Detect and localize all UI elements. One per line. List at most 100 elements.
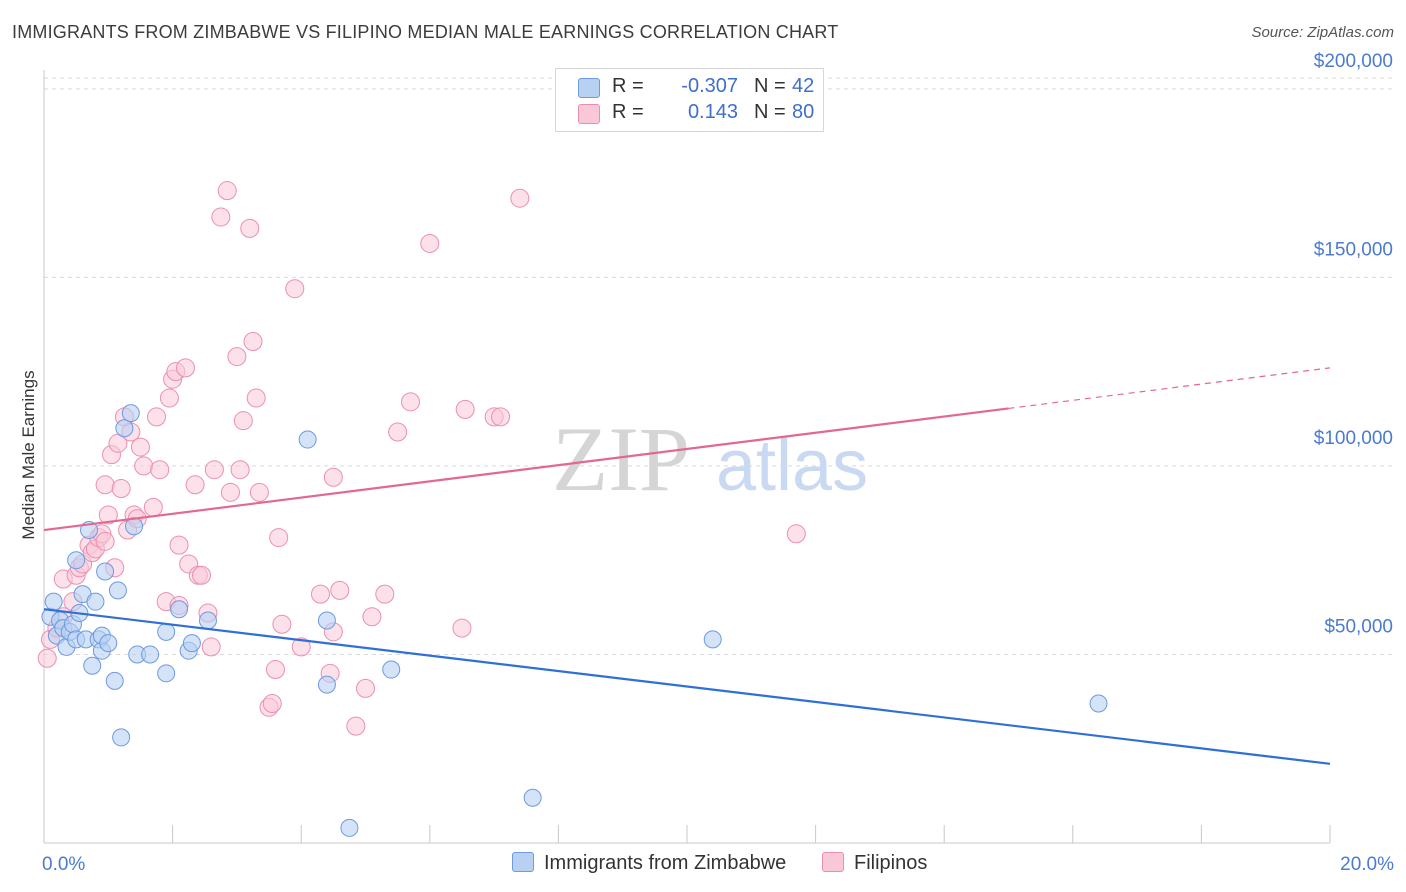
zimbabwe-points (41, 404, 1108, 837)
x-tick-min: 0.0% (42, 854, 85, 875)
filipinos-point (269, 528, 289, 548)
zimbabwe-point (105, 671, 124, 690)
filipinos-point (375, 584, 395, 604)
zimbabwe-point (157, 622, 176, 641)
gridlines (44, 77, 1394, 655)
filipinos-point (230, 460, 250, 480)
legend-swatch-zimbabwe (578, 78, 600, 98)
filipinos-point (420, 233, 440, 253)
legend-n-value: 42 (792, 75, 815, 97)
filipinos-point (134, 456, 154, 476)
zimbabwe-point (121, 404, 140, 423)
y-tick-label: $150,000 (1314, 239, 1393, 260)
filipinos-point (143, 497, 163, 517)
filipinos-point (285, 279, 305, 299)
legend-n-label: N = (754, 101, 786, 123)
filipinos-point (227, 347, 247, 367)
filipinos-point (220, 482, 240, 502)
bottom-legend-zimbabwe: Immigrants from Zimbabwe (512, 852, 786, 875)
zimbabwe-point (298, 430, 317, 449)
filipinos-point (243, 331, 263, 351)
filipinos-point (159, 388, 179, 408)
filipinos-point (217, 181, 237, 201)
zimbabwe-point (115, 419, 134, 438)
filipinos-point (452, 618, 472, 638)
zimbabwe-point (340, 818, 359, 837)
filipinos-point (346, 716, 366, 736)
filipinos-point (240, 218, 260, 238)
zimbabwe-point (67, 551, 86, 570)
x-tick-labels: 0.0% 20.0% (42, 854, 1394, 875)
zimbabwe-point (382, 660, 401, 679)
y-tick-labels: $50,000 $100,000 $150,000 $200,000 (1314, 51, 1393, 638)
filipinos-point (510, 188, 530, 208)
filipinos-point (291, 637, 311, 657)
zimbabwe-trend-line (43, 608, 1331, 765)
legend-r-value: -0.307 (681, 75, 738, 97)
zimbabwe-point (1089, 694, 1108, 713)
trend-lines (43, 367, 1331, 765)
filipinos-point (246, 388, 266, 408)
filipinos-point (388, 422, 408, 442)
filipinos-point (204, 460, 224, 480)
filipinos-point (95, 531, 115, 551)
y-tick-label: $200,000 (1314, 51, 1393, 72)
bottom-legend-filipinos: Filipinos (822, 852, 927, 875)
zimbabwe-point (157, 664, 176, 683)
filipinos-point (265, 660, 285, 680)
zimbabwe-point (141, 645, 160, 664)
filipinos-point (786, 524, 806, 544)
watermark-zip: ZIP (552, 408, 690, 510)
zimbabwe-point (317, 611, 336, 630)
y-tick-label: $50,000 (1324, 616, 1393, 637)
zimbabwe-point (86, 592, 105, 611)
filipinos-point (130, 437, 150, 457)
source-label: Source: ZipAtlas.com (1251, 24, 1394, 41)
legend-n-label: N = (754, 75, 786, 97)
filipinos-point (455, 399, 475, 419)
legend-swatch-filipinos (578, 104, 600, 124)
filipinos-point (356, 678, 375, 698)
zimbabwe-point (108, 581, 127, 600)
zimbabwe-point (170, 600, 189, 619)
zimbabwe-point (703, 630, 722, 649)
legend-r-value: 0.143 (687, 101, 738, 123)
watermark: ZIP atlas (552, 408, 868, 510)
zimbabwe-point (523, 788, 542, 807)
legend-r-label: R = (612, 101, 644, 123)
zimbabwe-point (44, 592, 63, 611)
filipinos-point (111, 479, 131, 499)
filipinos-point (362, 607, 382, 627)
zimbabwe-point (96, 562, 115, 581)
filipinos-point (310, 584, 330, 604)
filipinos-point (98, 505, 118, 525)
watermark-atlas: atlas (716, 426, 868, 506)
legend-n-value: 80 (792, 101, 815, 123)
bottom-legend-swatch-zimbabwe (512, 852, 534, 872)
legend-r-label: R = (612, 75, 644, 97)
filipinos-point (272, 614, 292, 634)
filipinos-point (150, 460, 170, 480)
bottom-legend-label-zimbabwe: Immigrants from Zimbabwe (544, 852, 787, 874)
zimbabwe-point (182, 634, 201, 653)
filipinos-point (233, 411, 253, 431)
filipinos-point (211, 207, 231, 227)
filipinos-point (491, 407, 511, 427)
filipinos-points (37, 181, 806, 736)
filipinos-point (330, 580, 350, 600)
axes (43, 70, 1331, 844)
zimbabwe-point (83, 656, 102, 675)
chart-title: IMMIGRANTS FROM ZIMBABWE VS FILIPINO MED… (12, 22, 839, 42)
filipinos-point (249, 482, 269, 502)
x-tick-max: 20.0% (1340, 854, 1394, 875)
filipinos-point (262, 693, 282, 713)
zimbabwe-point (317, 675, 336, 694)
filipinos-point (401, 392, 421, 412)
filipinos-point (323, 467, 343, 487)
bottom-legend-swatch-filipinos (822, 852, 844, 872)
filipinos-point (175, 358, 195, 378)
filipinos-point (37, 648, 57, 668)
filipinos-point (185, 475, 205, 495)
filipinos-point (95, 475, 115, 495)
filipinos-trend-line (43, 407, 1009, 532)
